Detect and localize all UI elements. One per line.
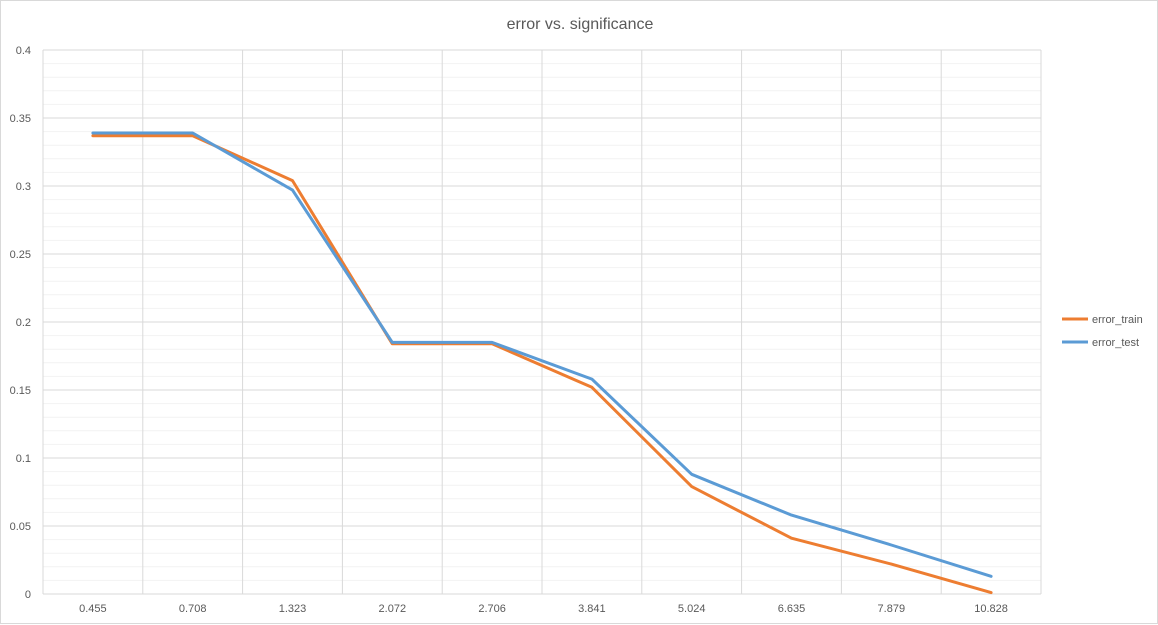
y-tick-label: 0.35 (10, 113, 31, 125)
x-tick-label: 5.024 (678, 603, 706, 615)
x-tick-label: 6.635 (778, 603, 806, 615)
y-tick-label: 0.3 (16, 181, 31, 193)
series-line-error-train (91, 134, 993, 595)
x-tick-label: 0.455 (79, 603, 107, 615)
x-tick-label: 2.706 (478, 603, 506, 615)
y-tick-label: 0.25 (10, 249, 31, 261)
series-line-error-test (91, 131, 993, 578)
series-lines (91, 131, 993, 595)
gridlines (42, 49, 1042, 595)
legend-label: error_test (1092, 337, 1139, 349)
y-tick-label: 0 (25, 589, 31, 601)
y-tick-label: 0.2 (16, 317, 31, 329)
x-tick-label: 7.879 (878, 603, 906, 615)
y-tick-label: 0.15 (10, 385, 31, 397)
y-tick-label: 0.4 (16, 45, 31, 57)
y-tick-label: 0.05 (10, 521, 31, 533)
x-tick-label: 0.708 (179, 603, 207, 615)
legend-label: error_train (1092, 314, 1143, 326)
y-axis-tick-labels: 0 0.05 0.1 0.15 0.2 0.25 0.3 0.35 0.4 (10, 45, 31, 601)
x-tick-label: 3.841 (578, 603, 606, 615)
y-tick-label: 0.1 (16, 453, 31, 465)
x-tick-label: 1.323 (279, 603, 307, 615)
x-axis-tick-labels: 0.455 0.708 1.323 2.072 2.706 3.841 5.024 6.635… (79, 603, 1008, 615)
x-tick-label: 2.072 (379, 603, 407, 615)
x-tick-label: 10.828 (974, 603, 1008, 615)
chart-title: error vs. significance (507, 16, 654, 33)
legend: error_train error_test (1062, 314, 1143, 349)
